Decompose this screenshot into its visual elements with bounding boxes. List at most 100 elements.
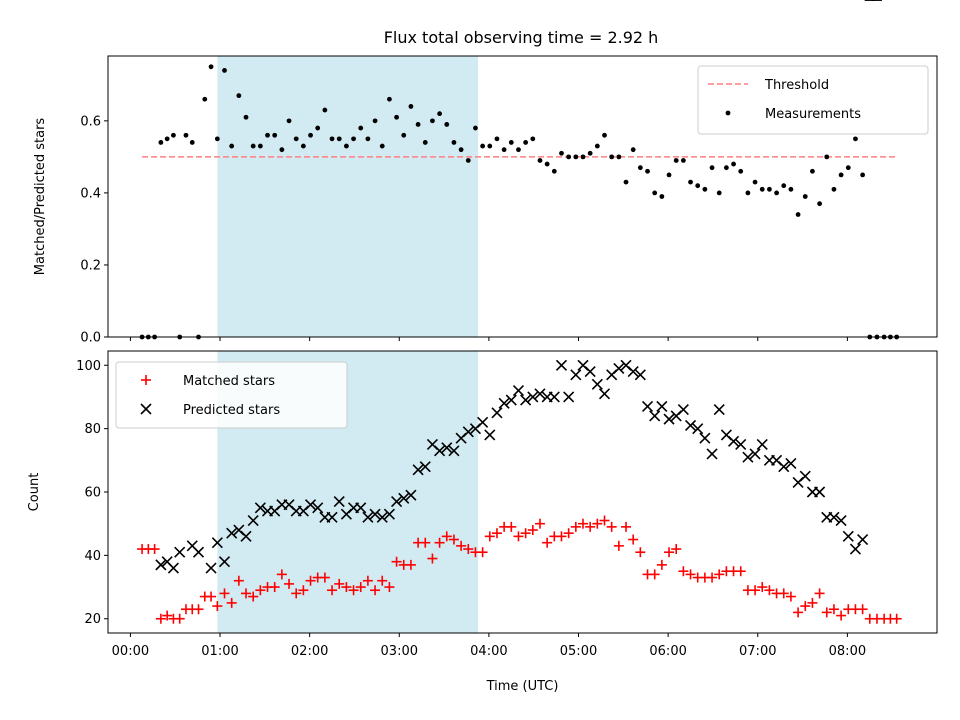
top-y-axis-label: Matched/Predicted stars [33,118,48,276]
matched-point [477,547,488,558]
matched-point [685,569,696,580]
predicted-point [727,435,740,447]
measurement-point [236,93,242,99]
predicted-point [548,391,560,403]
y-tick-label: 0.4 [80,186,101,201]
matched-point [800,601,811,612]
matched-point [527,525,538,536]
legend-predicted-marker [140,403,152,415]
y-tick-label: 40 [84,549,101,564]
predicted-point [355,502,367,514]
predicted-point [828,511,840,523]
measurement-point [652,190,658,196]
predicted-point [663,413,675,425]
measurement-point [508,140,514,145]
measurement-point [372,118,378,124]
matched-point [807,597,818,608]
y-tick-label: 20 [84,612,101,627]
measurement-point [501,147,507,153]
measurement-point [408,104,414,109]
matched-point [405,559,416,570]
matched-point [212,601,223,612]
predicted-point [448,445,460,457]
measurement-point [329,136,335,142]
measurement-point [788,186,794,192]
legend-matched-swatch [141,375,151,385]
measurement-point [243,114,249,120]
predicted-stars-series [155,0,882,574]
predicted-point [584,366,596,378]
matched-point [821,607,832,618]
measurement-point [415,122,421,127]
measurement-point [731,161,736,167]
matched-point [348,585,359,596]
measurement-point [265,132,270,138]
predicted-point [563,391,575,403]
matched-point [162,610,173,621]
measurement-point [781,183,787,189]
measurement-point [272,132,278,138]
top-axes-frame [107,55,938,338]
measurement-point [523,140,529,145]
bottom-y-ticks: 20 40 60 80 100 [76,359,108,627]
matched-point [284,578,295,589]
matched-point [305,575,316,586]
x-tick-label: 08:00 [829,644,866,659]
predicted-point [634,369,646,381]
y-tick-label: 60 [84,486,101,501]
measurement-point [257,143,263,149]
matched-point [891,613,902,624]
predicted-point [735,438,747,451]
predicted-point [555,359,568,371]
predicted-point [570,369,582,381]
y-tick-label: 0.0 [80,331,101,346]
measurement-point [824,154,830,160]
predicted-point [412,464,424,476]
predicted-point [174,546,186,558]
x-tick-label: 00:00 [112,644,149,659]
measurement-point [351,136,356,142]
measurement-point [365,136,371,142]
matched-point [671,544,682,555]
predicted-point [713,404,725,416]
matched-point [785,591,796,602]
matched-point [649,569,660,580]
matched-point [255,585,266,596]
predicted-point [613,362,625,374]
matched-point [149,544,160,555]
measurement-point [723,165,729,171]
matched-point [434,537,445,548]
predicted-point [756,438,768,451]
matched-point [219,588,230,599]
measurement-point [680,158,686,163]
measurement-point [214,136,220,142]
matched-point [420,537,431,548]
matched-point [233,575,244,586]
measurement-point [229,143,235,149]
matched-point [206,591,217,602]
y-tick-label: 80 [84,422,101,437]
predicted-point [649,410,661,422]
matched-point [836,610,847,621]
measurement-point [637,165,643,171]
predicted-point [405,489,417,501]
matched-point [269,582,280,593]
matched-point [226,597,237,608]
predicted-point [520,394,532,406]
legend-predicted-label: Predicted stars [183,403,280,418]
panel-ratio: 0.0 0.2 0.4 0.6 Matched/Predicted stars Thr… [33,55,938,346]
predicted-point [799,470,811,482]
matched-point [276,569,287,580]
matched-point [484,531,495,542]
x-axis-label: Time (UTC) [486,679,559,694]
measurement-point [817,201,822,207]
matched-point [828,604,839,615]
measurement-point [709,165,715,171]
measurement-point [551,168,557,174]
matched-point [241,588,252,599]
matched-point [362,575,373,586]
matched-point [298,585,309,596]
matched-point [628,534,639,545]
measurement-point [444,122,450,127]
matched-point [327,585,338,596]
